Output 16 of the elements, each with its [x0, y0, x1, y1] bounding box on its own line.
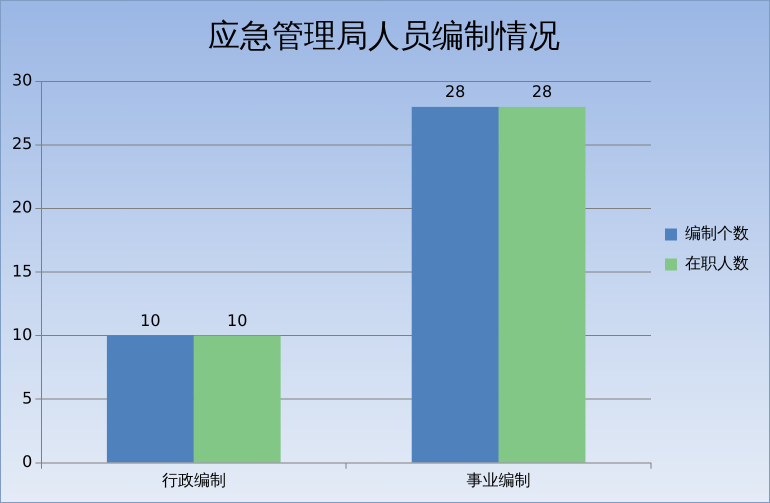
data-label: 10: [140, 310, 161, 330]
y-tick-label: 30: [12, 70, 32, 90]
legend-label: 编制个数: [685, 224, 749, 243]
y-tick-label: 15: [12, 261, 32, 280]
chart-title: 应急管理局人员编制情况: [208, 16, 560, 55]
y-tick-label: 20: [12, 198, 32, 217]
data-label: 28: [532, 82, 552, 101]
data-label: 10: [227, 310, 248, 330]
y-tick-label: 5: [22, 388, 32, 408]
y-tick-label: 10: [12, 324, 32, 344]
y-tick-label: 25: [12, 134, 32, 154]
y-tick-label: 0: [22, 452, 32, 471]
x-tick-label: 行政编制: [162, 470, 226, 490]
data-label: 28: [444, 82, 466, 101]
x-tick-label: 事业编制: [466, 470, 531, 490]
legend-label: 在职人数: [685, 254, 749, 273]
